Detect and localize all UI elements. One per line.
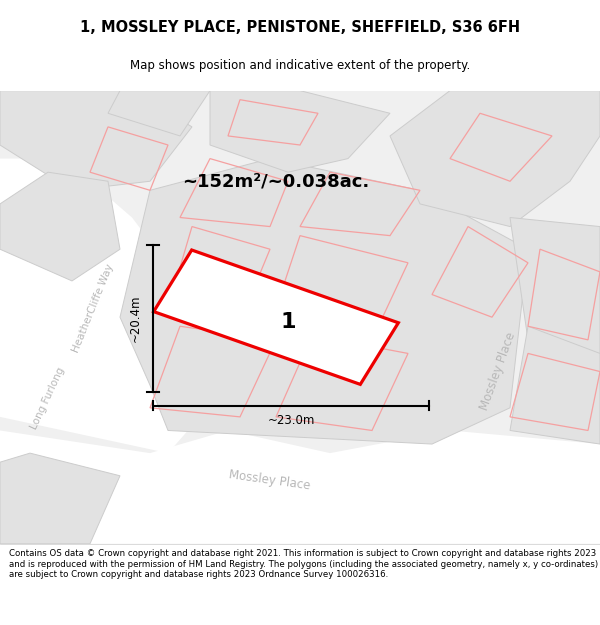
Polygon shape	[0, 173, 120, 281]
Text: Map shows position and indicative extent of the property.: Map shows position and indicative extent…	[130, 59, 470, 72]
Polygon shape	[120, 159, 528, 444]
Polygon shape	[0, 159, 228, 453]
Polygon shape	[154, 250, 398, 384]
Text: ~20.4m: ~20.4m	[128, 294, 142, 342]
Polygon shape	[0, 91, 600, 544]
Polygon shape	[210, 91, 390, 172]
Text: Contains OS data © Crown copyright and database right 2021. This information is : Contains OS data © Crown copyright and d…	[9, 549, 598, 579]
Text: Long Furlong: Long Furlong	[29, 366, 67, 431]
Text: Mossley Place: Mossley Place	[229, 468, 311, 492]
Text: Mossley Place: Mossley Place	[478, 331, 518, 412]
Polygon shape	[0, 453, 120, 544]
Text: HeatherCliffe Way: HeatherCliffe Way	[71, 262, 115, 354]
Polygon shape	[510, 326, 600, 444]
Polygon shape	[0, 91, 192, 190]
Text: ~23.0m: ~23.0m	[268, 414, 314, 426]
Text: 1: 1	[280, 312, 296, 332]
Polygon shape	[108, 91, 210, 136]
Text: 1, MOSSLEY PLACE, PENISTONE, SHEFFIELD, S36 6FH: 1, MOSSLEY PLACE, PENISTONE, SHEFFIELD, …	[80, 19, 520, 34]
Polygon shape	[390, 91, 600, 226]
Polygon shape	[510, 217, 600, 362]
Text: ~152m²/~0.038ac.: ~152m²/~0.038ac.	[182, 173, 370, 190]
Polygon shape	[0, 431, 600, 544]
